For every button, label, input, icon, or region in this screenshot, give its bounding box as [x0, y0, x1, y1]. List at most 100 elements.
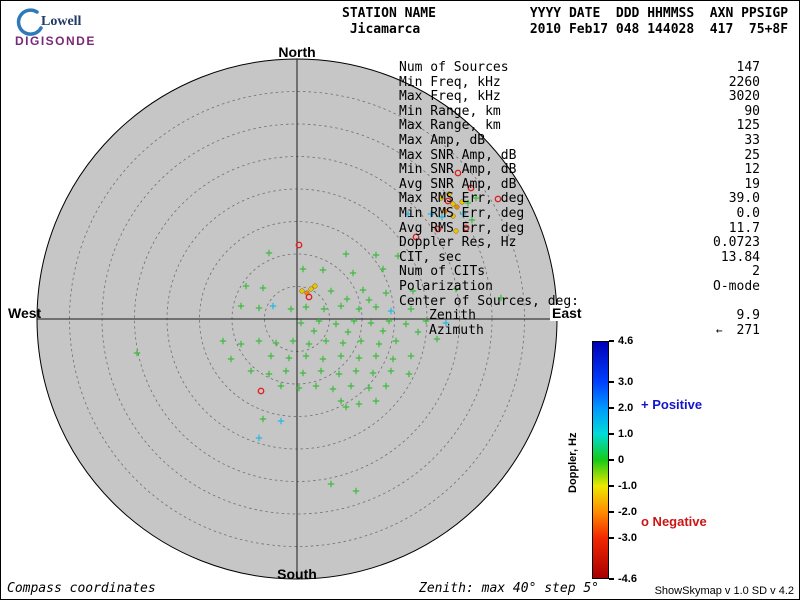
stat-label: Doppler Res, Hz	[399, 235, 517, 251]
azimuth-direction-arrow-icon: ←	[715, 323, 723, 337]
source-point-positive	[442, 319, 450, 327]
source-point-positive	[317, 367, 325, 375]
stat-label: Min Freq, kHz	[399, 74, 501, 90]
stat-value: 147	[736, 60, 760, 75]
colorbar-tick-label: 3.0	[618, 376, 634, 389]
source-point-negative	[444, 197, 452, 205]
source-point-positive	[350, 317, 358, 325]
source-point-negative	[450, 201, 456, 207]
stat-value-group: 13.84	[720, 249, 760, 266]
stat-value-group: 11.7	[729, 221, 760, 237]
stat-value: 12	[744, 162, 760, 178]
stat-value: 2260	[728, 74, 760, 90]
source-point-positive	[237, 340, 245, 348]
header-col-igp: IGP +8F	[765, 6, 788, 38]
source-point-positive	[343, 295, 351, 303]
stat-value-group: 12	[744, 162, 760, 178]
header-col-station-name: STATION NAME Jicamarca	[342, 6, 530, 38]
stat-value-group: 90	[744, 104, 760, 120]
stat-value-group: 33	[744, 133, 760, 149]
source-point-positive	[287, 305, 295, 313]
footer-zenith-range-label: Zenith: max 40° step 5°	[419, 581, 600, 596]
source-point-positive	[382, 382, 390, 390]
header-col-axn: AXN 417	[702, 6, 733, 38]
source-point-negative	[459, 199, 465, 205]
source-point-positive	[237, 302, 245, 310]
source-point-negative	[305, 293, 313, 301]
stat-value-group: 2260	[728, 74, 760, 91]
colorbar-tick-label: -4.6	[618, 573, 637, 585]
colorbar-axis-label: Doppler, Hz	[567, 432, 579, 493]
source-point-positive	[427, 210, 435, 218]
stat-cit-sec: CIT, sec 13.84	[399, 249, 760, 266]
source-point-positive	[302, 303, 310, 311]
stat-value: 125	[736, 118, 760, 134]
source-point-positive	[372, 251, 380, 259]
colorbar-tick-label: -1.0	[618, 479, 637, 492]
source-point-positive	[468, 216, 476, 224]
source-point-positive	[389, 355, 397, 363]
stat-value-group: O-mode	[713, 279, 760, 295]
stat-label: Max RMS Err, deg	[399, 191, 525, 207]
source-point-positive	[404, 210, 412, 218]
stat-label: Azimuth	[429, 322, 484, 338]
source-point-negative	[438, 195, 444, 201]
stat-label: Max Amp, dB	[399, 132, 486, 148]
compass-label-east: East	[550, 305, 584, 321]
stat-num-of-cits: Num of CITs 2	[399, 265, 760, 280]
source-point-positive	[352, 367, 360, 375]
source-point-positive	[265, 249, 273, 257]
source-point-positive	[387, 367, 395, 375]
source-point-negative	[257, 387, 265, 395]
source-point-positive	[297, 319, 305, 327]
stat-value: 19	[744, 176, 760, 192]
source-point-negative	[308, 286, 314, 292]
legend-negative: o Negative	[641, 514, 707, 529]
source-point-positive	[299, 265, 307, 273]
source-point-positive	[305, 340, 313, 348]
stat-value: 271	[736, 322, 760, 338]
source-point-positive	[409, 287, 417, 295]
source-point-positive	[259, 415, 267, 423]
stat-value: 13.84	[720, 249, 760, 265]
stat-label: Min SNR Amp, dB	[399, 162, 517, 178]
stat-num-of-sources: Num of Sources 147	[399, 60, 760, 76]
source-point-positive	[272, 339, 280, 347]
compass-label-west: West	[8, 305, 42, 321]
source-point-negative	[312, 283, 318, 289]
source-point-positive	[414, 328, 422, 336]
source-point-negative	[434, 225, 442, 233]
stat-min-snr-amp-db: Min SNR Amp, dB 12	[399, 162, 760, 178]
source-point-positive	[402, 320, 410, 328]
colorbar-tick-label: 4.6	[618, 335, 634, 347]
header-field-name: IGP	[764, 6, 789, 21]
source-point-positive	[302, 352, 310, 360]
header-field-value: 75	[748, 22, 765, 37]
source-point-positive	[322, 337, 330, 345]
colorbar-tick-label: 0	[618, 454, 625, 466]
source-point-positive	[355, 305, 363, 313]
source-point-positive	[319, 266, 327, 274]
source-point-positive	[255, 304, 263, 312]
doppler-colorbar: 4.6 3.0 2.0 1.0 0 -1.0 -2.0 -3.0 -4.6	[592, 335, 662, 585]
stat-min-rms-err-deg: Min RMS Err, deg 0.0	[399, 206, 760, 222]
header-col-yyyy-date: YYYY DATE 2010 Feb17	[530, 6, 616, 38]
source-point-negative	[295, 241, 303, 249]
stat-label: Center of Sources, deg:	[399, 293, 580, 309]
source-point-positive	[344, 328, 352, 336]
stat-value-group: ← 271	[715, 322, 760, 339]
stat-value: 25	[744, 147, 760, 163]
source-point-positive	[247, 367, 255, 375]
source-point-positive	[379, 327, 387, 335]
source-point-positive	[255, 337, 263, 345]
stat-value-group: 125	[737, 119, 760, 134]
source-point-positive	[375, 340, 383, 348]
stats-panel: Num of Sources 147 Min Freq, kHz 2260 Max Fr…	[399, 60, 760, 339]
source-point-negative	[446, 191, 452, 197]
source-point-positive	[265, 370, 273, 378]
stat-doppler-res-hz: Doppler Res, Hz 0.0723	[399, 235, 760, 251]
source-point-positive	[133, 349, 141, 357]
stat-max-snr-amp-db: Max SNR Amp, dB 25	[399, 147, 760, 164]
source-point-positive	[285, 354, 293, 362]
